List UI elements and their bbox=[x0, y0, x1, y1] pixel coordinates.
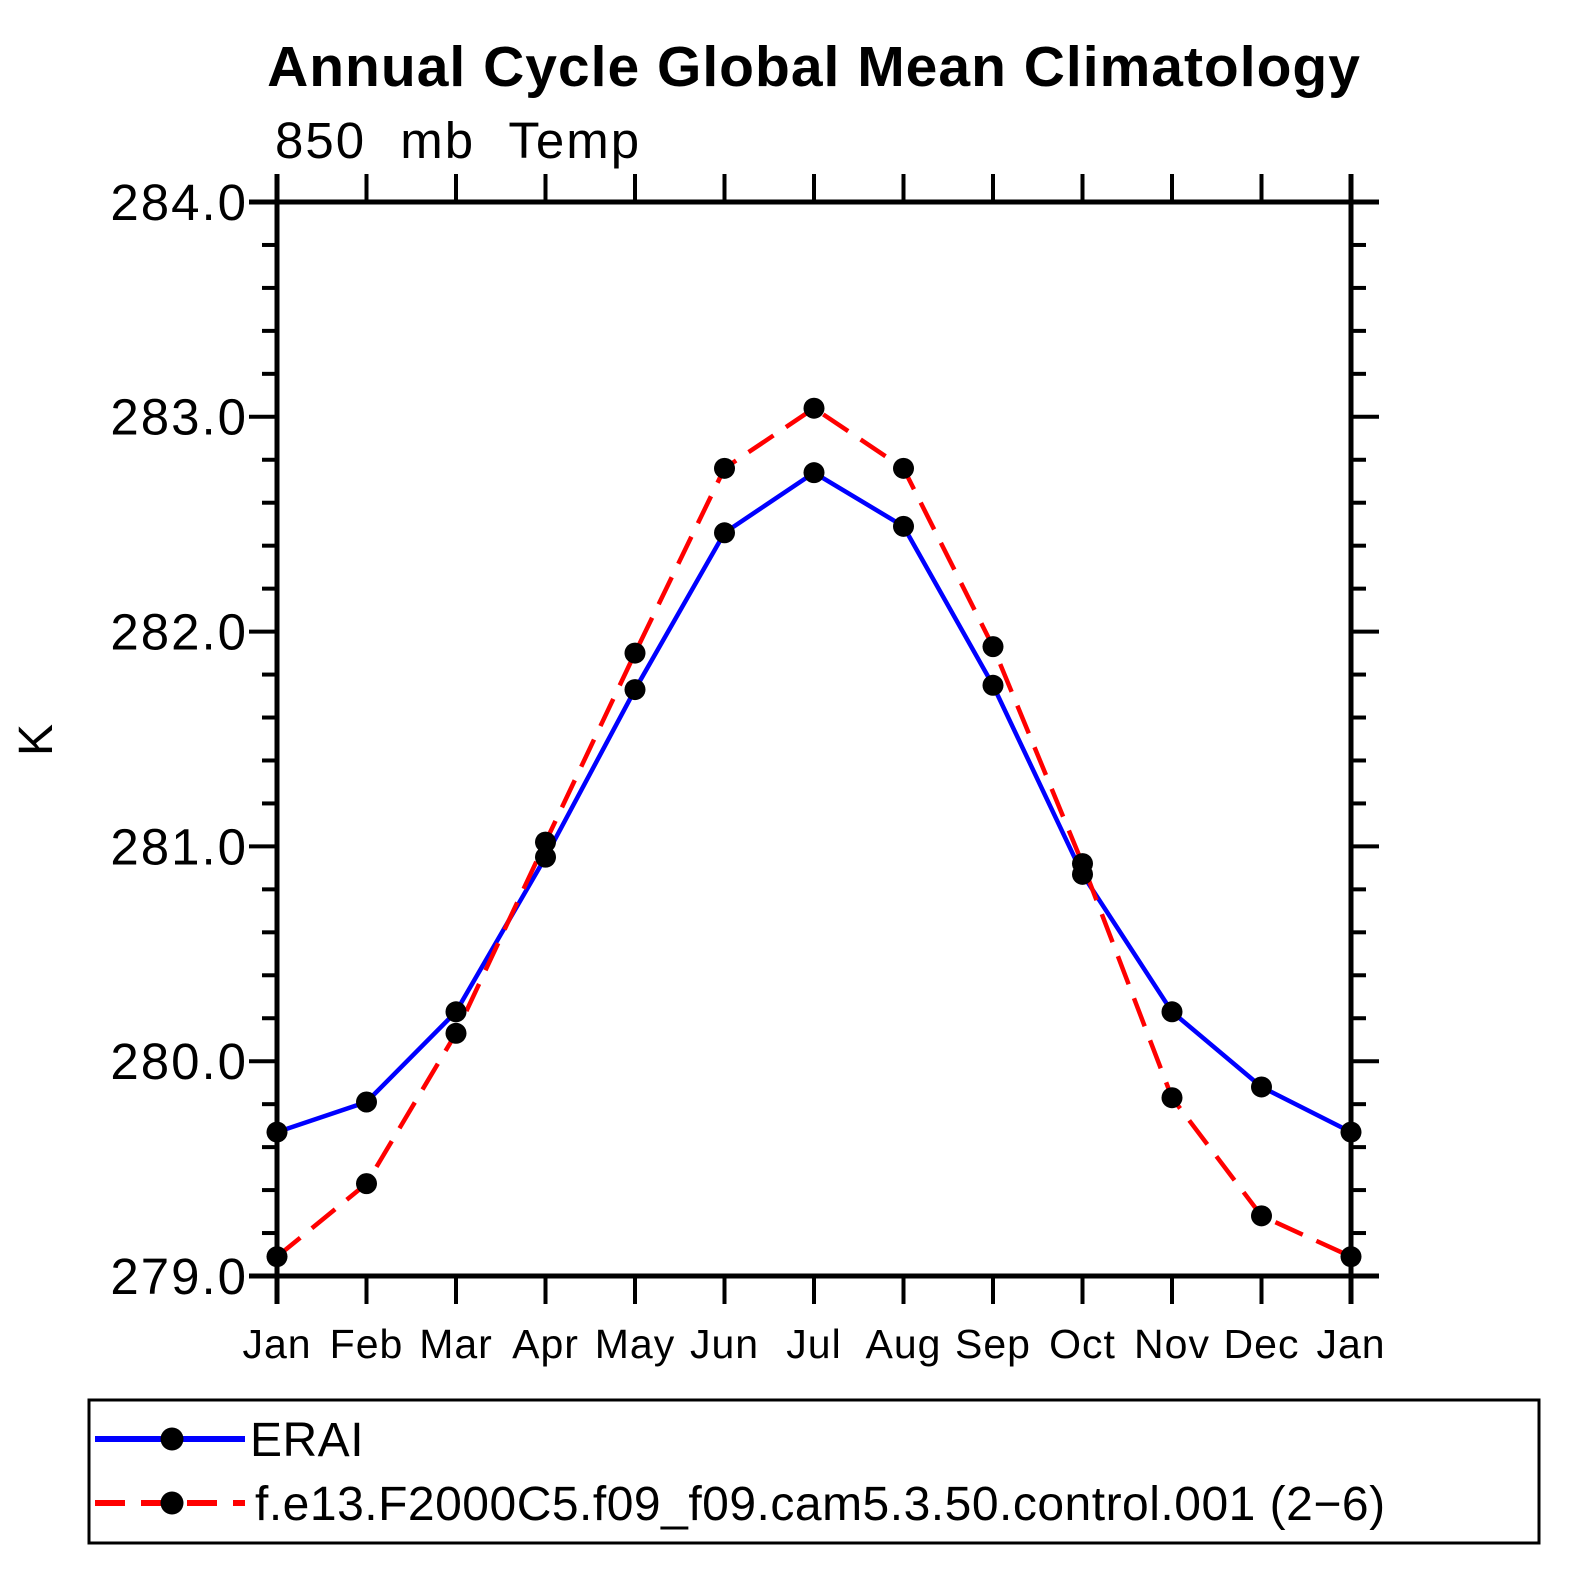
month-label: Jan bbox=[242, 1321, 311, 1367]
y-tick-label: 284.0 bbox=[110, 174, 248, 231]
month-label: Jan bbox=[1316, 1321, 1385, 1367]
month-label: Nov bbox=[1134, 1321, 1210, 1367]
data-point-marker bbox=[803, 462, 825, 484]
legend-box bbox=[87, 1398, 1541, 1545]
data-point-marker bbox=[535, 831, 556, 853]
data-point-marker bbox=[445, 1001, 467, 1023]
data-point-marker bbox=[714, 457, 735, 479]
data-point-marker bbox=[893, 457, 914, 479]
month-label: Dec bbox=[1224, 1321, 1300, 1367]
legend: ERAI f.e13.F2000C5.f09_f09.cam5.3.50.con… bbox=[87, 1398, 1541, 1545]
data-point-marker bbox=[803, 397, 825, 419]
data-point-marker bbox=[1161, 1001, 1183, 1023]
month-label: Apr bbox=[512, 1321, 579, 1367]
month-label: Mar bbox=[419, 1321, 493, 1367]
y-tick-label: 283.0 bbox=[110, 389, 248, 446]
legend-marker-1 bbox=[160, 1491, 184, 1515]
data-point-marker bbox=[893, 515, 914, 537]
month-label: Jul bbox=[786, 1321, 841, 1367]
data-point-marker bbox=[356, 1173, 377, 1195]
month-label: Jun bbox=[690, 1321, 759, 1367]
y-tick-label: 280.0 bbox=[110, 1033, 248, 1090]
legend-label-erai: ERAI bbox=[250, 1414, 364, 1467]
y-tick-label: 282.0 bbox=[110, 603, 248, 660]
y-axis-label: K bbox=[10, 724, 63, 756]
y-tick-label: 281.0 bbox=[110, 818, 248, 875]
data-point-marker bbox=[266, 1246, 288, 1268]
data-point-marker bbox=[982, 674, 1004, 696]
series-line-1 bbox=[275, 405, 1352, 1259]
series-line-0 bbox=[276, 469, 1353, 1135]
data-point-marker bbox=[356, 1091, 377, 1113]
month-label: Feb bbox=[330, 1321, 404, 1367]
data-point-marker bbox=[1340, 1246, 1362, 1268]
legend-marker-0 bbox=[160, 1427, 184, 1451]
data-point-marker bbox=[535, 846, 556, 868]
data-point-marker bbox=[982, 636, 1004, 658]
data-point-marker bbox=[1251, 1076, 1272, 1098]
plot-axes bbox=[249, 174, 1379, 1304]
data-point-marker bbox=[624, 679, 646, 701]
month-label: Sep bbox=[955, 1321, 1031, 1367]
data-point-marker bbox=[624, 642, 646, 664]
x-axis-tick-labels: Jan Feb Mar Apr May Jun Jul Aug Sep Oct Nov Dec Jan bbox=[242, 1321, 1385, 1367]
y-axis-tick-labels: 279.0 280.0 281.0 282.0 283.0 284.0 bbox=[110, 174, 248, 1305]
chart-subtitle: 850 mb Temp bbox=[275, 112, 641, 169]
legend-samples bbox=[95, 1427, 245, 1515]
data-point-marker bbox=[1161, 1087, 1183, 1109]
data-series bbox=[266, 397, 1362, 1268]
month-label: Aug bbox=[866, 1321, 942, 1367]
data-point-marker bbox=[445, 1022, 467, 1044]
data-point-marker bbox=[1251, 1205, 1272, 1227]
data-point-marker bbox=[1072, 853, 1093, 875]
legend-label-model: f.e13.F2000C5.f09_f09.cam5.3.50.control.… bbox=[255, 1478, 1386, 1531]
month-label: Oct bbox=[1049, 1321, 1116, 1367]
month-label: May bbox=[595, 1321, 675, 1367]
chart-title: Annual Cycle Global Mean Climatology bbox=[267, 35, 1361, 99]
data-point-marker bbox=[266, 1121, 288, 1143]
y-axis-ticks bbox=[249, 200, 1379, 1278]
data-point-marker bbox=[1340, 1121, 1362, 1143]
data-point-marker bbox=[714, 522, 735, 544]
y-tick-label: 279.0 bbox=[110, 1248, 248, 1305]
x-axis-ticks bbox=[275, 174, 1353, 1304]
